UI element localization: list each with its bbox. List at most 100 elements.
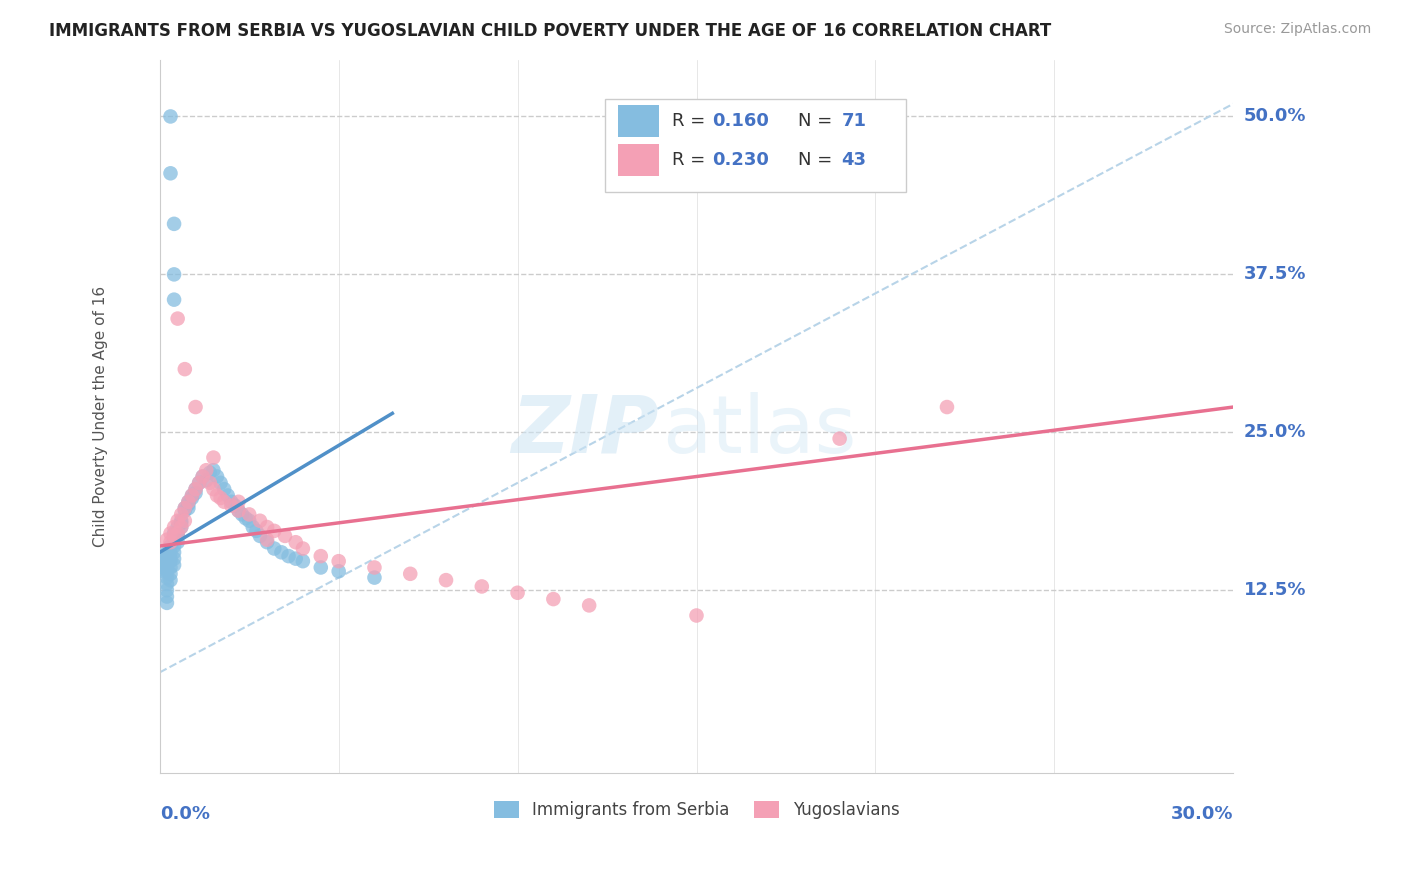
Point	[173, 501, 195, 516]
Point	[685, 608, 707, 623]
Point	[188, 475, 211, 490]
Point	[284, 551, 307, 566]
Point	[205, 469, 228, 483]
Point	[163, 520, 186, 534]
Point	[205, 488, 228, 502]
Point	[506, 586, 529, 600]
Point	[170, 516, 193, 531]
Point	[152, 558, 174, 572]
Point	[363, 560, 385, 574]
Point	[195, 473, 218, 487]
Point	[936, 400, 959, 414]
Text: atlas: atlas	[662, 392, 856, 470]
Point	[156, 551, 179, 566]
Point	[188, 475, 211, 490]
Point	[270, 545, 292, 559]
Point	[163, 526, 186, 541]
Point	[191, 469, 214, 483]
Text: 43: 43	[841, 152, 866, 169]
Point	[173, 503, 195, 517]
Point	[159, 535, 181, 549]
Point	[181, 488, 204, 502]
Point	[166, 535, 188, 549]
Point	[231, 508, 253, 522]
Point	[221, 499, 243, 513]
Point	[195, 463, 218, 477]
Point	[156, 560, 179, 574]
Point	[578, 599, 600, 613]
Point	[156, 571, 179, 585]
Point	[163, 293, 186, 307]
Point	[184, 482, 207, 496]
Point	[163, 529, 186, 543]
Point	[163, 217, 186, 231]
Text: N =: N =	[799, 112, 838, 130]
Point	[328, 554, 350, 568]
Point	[209, 475, 232, 490]
Point	[224, 499, 246, 513]
Point	[159, 573, 181, 587]
Point	[228, 495, 250, 509]
Legend: Immigrants from Serbia, Yugoslavians: Immigrants from Serbia, Yugoslavians	[486, 794, 905, 826]
Text: 30.0%: 30.0%	[1171, 805, 1233, 823]
Point	[156, 596, 179, 610]
Point	[173, 501, 195, 516]
Point	[159, 554, 181, 568]
Point	[202, 450, 225, 465]
Point	[163, 545, 186, 559]
Point	[177, 495, 200, 509]
Text: 12.5%: 12.5%	[1244, 582, 1306, 599]
Point	[191, 469, 214, 483]
Point	[156, 590, 179, 604]
Point	[209, 491, 232, 505]
Point	[156, 533, 179, 547]
Point	[163, 539, 186, 553]
Point	[159, 110, 181, 124]
Point	[163, 268, 186, 282]
Text: 71: 71	[841, 112, 866, 130]
FancyBboxPatch shape	[619, 144, 659, 176]
Point	[156, 545, 179, 559]
Point	[198, 466, 221, 480]
Point	[471, 579, 494, 593]
Text: 50.0%: 50.0%	[1244, 107, 1306, 126]
Point	[277, 549, 299, 563]
Point	[177, 501, 200, 516]
Point	[309, 560, 332, 574]
Point	[166, 529, 188, 543]
Point	[184, 400, 207, 414]
Point	[159, 526, 181, 541]
Point	[166, 520, 188, 534]
Point	[217, 488, 239, 502]
Point	[238, 514, 260, 528]
Text: 0.230: 0.230	[713, 152, 769, 169]
Point	[159, 539, 181, 553]
FancyBboxPatch shape	[605, 99, 905, 192]
Text: R =: R =	[672, 152, 711, 169]
Point	[245, 524, 267, 538]
Point	[249, 514, 271, 528]
Point	[170, 520, 193, 534]
Point	[181, 491, 204, 505]
Point	[249, 529, 271, 543]
Text: 0.0%: 0.0%	[160, 805, 209, 823]
Point	[242, 520, 264, 534]
Point	[284, 535, 307, 549]
Point	[256, 533, 278, 547]
Point	[156, 577, 179, 591]
Point	[163, 533, 186, 547]
Point	[202, 463, 225, 477]
Text: N =: N =	[799, 152, 838, 169]
Point	[235, 511, 257, 525]
Point	[256, 535, 278, 549]
Point	[166, 514, 188, 528]
Point	[228, 503, 250, 517]
Point	[291, 554, 314, 568]
Point	[163, 558, 186, 572]
Text: R =: R =	[672, 112, 711, 130]
Point	[170, 514, 193, 528]
Point	[291, 541, 314, 556]
Point	[152, 564, 174, 578]
Point	[221, 495, 243, 509]
Point	[184, 486, 207, 500]
